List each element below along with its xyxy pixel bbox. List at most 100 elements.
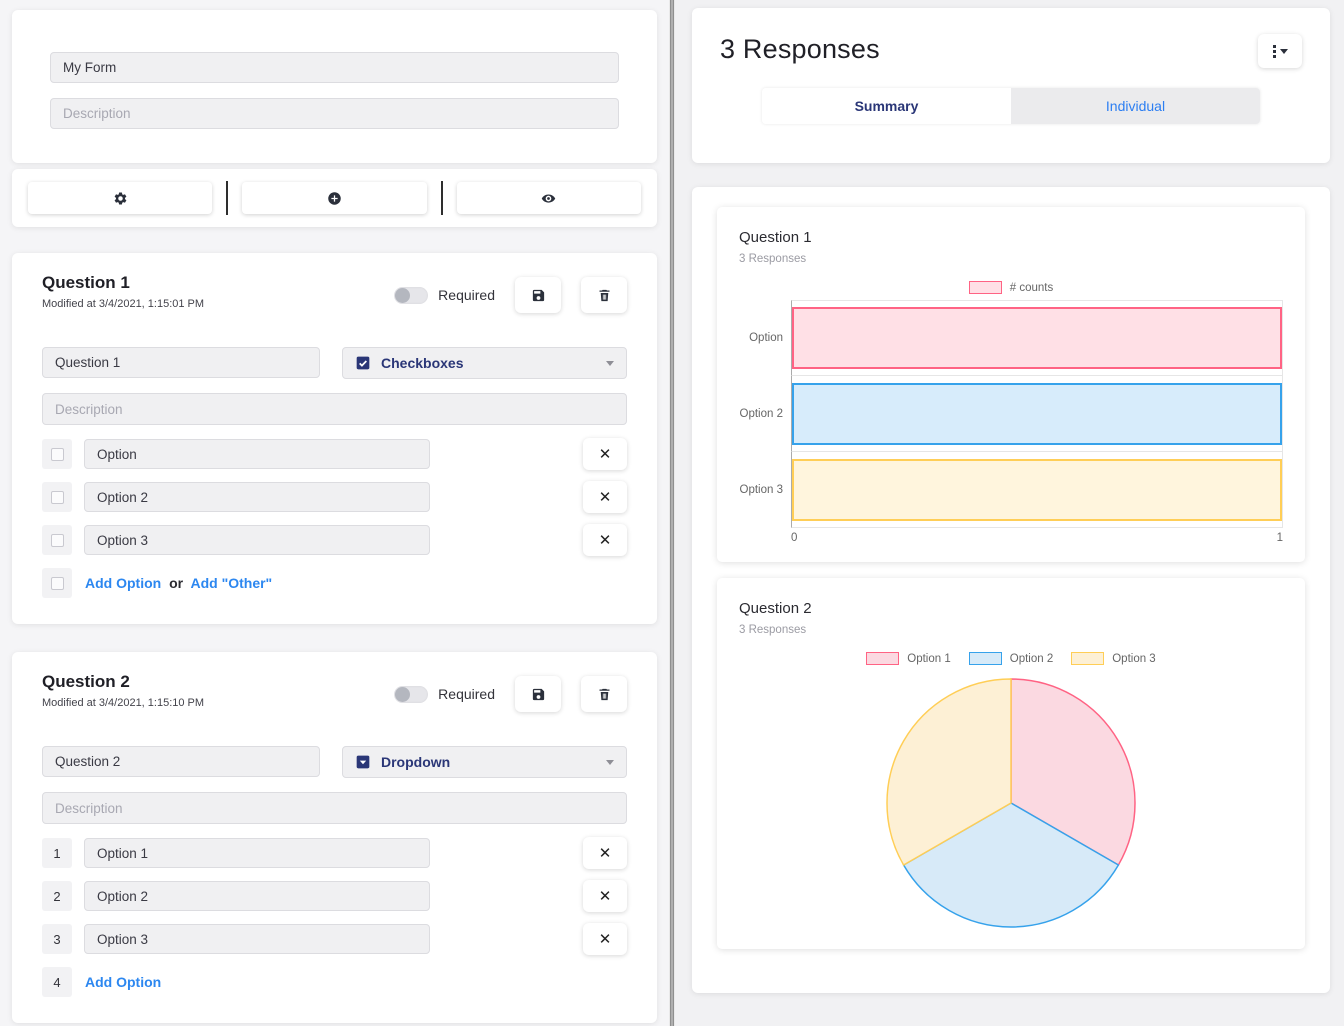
chart-title: Question 2 — [739, 600, 812, 617]
question-name-input[interactable] — [42, 746, 320, 777]
close-icon: ✕ — [598, 887, 612, 905]
form-header-card — [12, 10, 657, 163]
question-name-type-row: Dropdown — [42, 746, 627, 778]
required-toggle[interactable] — [394, 286, 429, 304]
remove-option-button[interactable]: ✕ — [583, 837, 627, 869]
add-question-button[interactable] — [242, 182, 427, 214]
question-name-input[interactable] — [42, 347, 320, 378]
option-checkbox[interactable] — [50, 533, 64, 547]
question-type-select[interactable]: Checkboxes — [342, 347, 627, 379]
bar-band — [791, 376, 1283, 452]
bar-category-label: Option 2 — [739, 408, 783, 420]
pie-legend-item[interactable]: Option 3 — [1071, 652, 1156, 665]
question-type-select[interactable]: Dropdown — [342, 746, 627, 778]
form-title-input[interactable] — [50, 52, 619, 83]
toggle-knob — [395, 686, 411, 702]
remove-option-button[interactable]: ✕ — [583, 438, 627, 470]
add-option-links: Add Option or Add "Other" — [85, 575, 272, 591]
toolbar-divider — [440, 181, 443, 215]
add-option-link[interactable]: Add Option — [85, 974, 162, 990]
add-option-links: Add Option — [85, 974, 161, 990]
required-control: Required — [394, 685, 495, 703]
pie-slice-3 — [886, 678, 1012, 867]
question-description-input[interactable] — [42, 792, 627, 824]
option-prefix — [42, 525, 72, 555]
option-input[interactable] — [84, 525, 430, 555]
question-header-left: Question 1 Modified at 3/4/2021, 1:15:01… — [42, 273, 204, 310]
trash-icon — [599, 289, 609, 301]
question-type-label: Checkboxes — [381, 355, 464, 371]
pie-slice-1 — [1010, 678, 1136, 867]
required-label: Required — [438, 686, 495, 702]
save-icon — [532, 688, 544, 700]
add-other-link[interactable]: Add "Other" — [190, 575, 273, 591]
delete-question-button[interactable] — [581, 277, 627, 313]
question-header-left: Question 2 Modified at 3/4/2021, 1:15:10… — [42, 672, 204, 709]
question-description-input[interactable] — [42, 393, 627, 425]
pie-legend-label: Option 1 — [907, 652, 951, 665]
question1-chart-card: Question 1 3 Responses # counts Option Op… — [717, 207, 1305, 562]
option-input[interactable] — [84, 482, 430, 512]
responses-title: 3 Responses — [720, 34, 880, 64]
pie-legend-item[interactable]: Option 2 — [968, 652, 1053, 665]
pie-legend-label: Option 3 — [1112, 652, 1156, 665]
preview-button[interactable] — [456, 182, 641, 214]
pie-chart-legend: Option 1 Option 2 Option 3 — [739, 652, 1283, 665]
responses-pane: 3 Responses Summary Individual Question … — [675, 0, 1344, 1026]
dropdown-type-icon — [355, 754, 371, 770]
pie-legend-swatch — [968, 652, 1002, 665]
question-modified-timestamp: Modified at 3/4/2021, 1:15:01 PM — [42, 298, 205, 310]
pie-legend-swatch — [1071, 652, 1105, 665]
option-input[interactable] — [84, 881, 430, 911]
pie-chart — [886, 678, 1136, 928]
remove-option-button[interactable]: ✕ — [583, 481, 627, 513]
option-checkbox[interactable] — [50, 490, 64, 504]
x-tick-max: 1 — [1276, 532, 1283, 544]
bar — [792, 458, 1282, 521]
remove-option-button[interactable]: ✕ — [583, 880, 627, 912]
tab-summary[interactable]: Summary — [762, 88, 1011, 124]
pie-legend-item[interactable]: Option 1 — [866, 652, 951, 665]
responses-header-card: 3 Responses Summary Individual — [692, 8, 1330, 163]
form-toolbar — [12, 169, 657, 227]
add-option-row: 4 Add Option — [42, 967, 627, 997]
option-input[interactable] — [84, 439, 430, 469]
option-number: 1 — [42, 838, 72, 868]
option-checkbox[interactable] — [50, 447, 64, 461]
save-question-button[interactable] — [515, 277, 561, 313]
chart-title: Question 1 — [739, 229, 812, 246]
form-description-input[interactable] — [50, 98, 619, 129]
question-card-1: Question 1 Modified at 3/4/2021, 1:15:01… — [12, 253, 657, 624]
option-row: 3 ✕ — [42, 923, 627, 955]
tab-individual[interactable]: Individual — [1011, 88, 1260, 124]
x-tick-min: 0 — [791, 532, 798, 544]
question-title: Question 1 — [42, 273, 130, 292]
option-input[interactable] — [84, 838, 430, 868]
option-prefix — [42, 482, 72, 512]
bar-row: Option — [739, 300, 1283, 376]
question-type-label: Dropdown — [381, 754, 451, 770]
bar-band — [791, 452, 1283, 528]
pie-legend-swatch — [866, 652, 900, 665]
bar-legend-label: # counts — [1009, 281, 1054, 294]
settings-button[interactable] — [28, 182, 213, 214]
delete-question-button[interactable] — [581, 676, 627, 712]
option-input[interactable] — [84, 924, 430, 954]
question-header-controls: Required — [394, 672, 627, 712]
question-header-controls: Required — [394, 273, 627, 313]
add-option-link[interactable]: Add Option — [85, 575, 162, 591]
save-question-button[interactable] — [515, 676, 561, 712]
responses-menu-button[interactable] — [1258, 34, 1302, 68]
remove-option-button[interactable]: ✕ — [583, 923, 627, 955]
options-list: ✕ ✕ ✕ Add Option or Add "Other" — [42, 438, 627, 598]
save-icon — [532, 289, 544, 301]
bar-row: Option 3 — [739, 452, 1283, 528]
gear-icon — [114, 191, 126, 204]
summary-results-card: Question 1 3 Responses # counts Option Op… — [692, 187, 1330, 993]
bar-chart-legend[interactable]: # counts — [739, 281, 1283, 294]
toggle-knob — [395, 287, 411, 303]
remove-option-button[interactable]: ✕ — [583, 524, 627, 556]
chevron-down-icon — [606, 361, 614, 366]
pane-split-divider[interactable] — [669, 0, 675, 1026]
required-toggle[interactable] — [394, 685, 429, 703]
